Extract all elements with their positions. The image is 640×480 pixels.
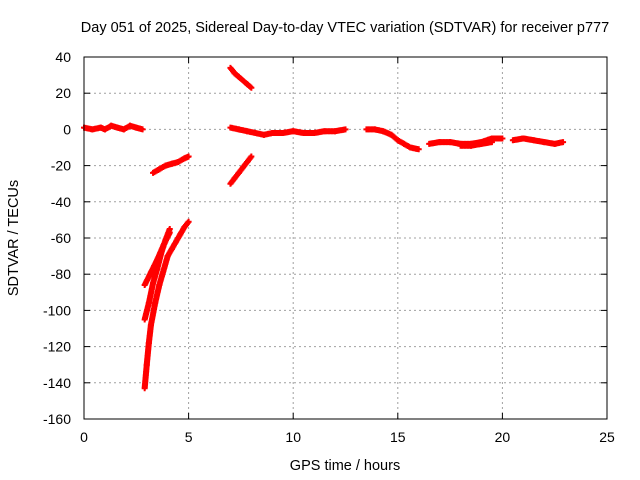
y-tick-label: -80: [51, 266, 71, 282]
data-point: [342, 126, 349, 133]
grid-layer: [84, 57, 607, 419]
y-tick-label: 20: [55, 85, 71, 101]
y-tick-label: -40: [51, 194, 71, 210]
x-tick-label: 25: [599, 429, 615, 445]
data-point: [185, 153, 192, 160]
data-point: [248, 84, 255, 91]
x-tick-label: 0: [80, 429, 88, 445]
series-seg-5: [227, 64, 255, 91]
chart-title: Day 051 of 2025, Sidereal Day-to-day VTE…: [81, 20, 609, 36]
series-seg-8: [363, 126, 422, 153]
series-seg-4: [141, 229, 173, 289]
data-point: [139, 126, 146, 133]
plot-frame: [83, 56, 608, 420]
x-tick-label: 20: [495, 429, 511, 445]
series-seg-2: [141, 218, 192, 392]
y-tick-label: -120: [43, 339, 71, 355]
data-point: [488, 139, 495, 146]
y-tick-label: 0: [63, 121, 71, 137]
data-point: [166, 229, 173, 236]
y-tick-label: -160: [43, 411, 71, 427]
data-layer: [81, 64, 567, 392]
series-seg-10: [457, 139, 495, 149]
y-axis-title: SDTVAR / TECUs: [6, 180, 22, 296]
data-point: [415, 146, 422, 153]
series-seg-1: [150, 153, 192, 176]
data-point: [185, 218, 192, 225]
tick-label-layer: 0 5 10 15 20 25 40 20 0 -20 -40 -60 -80 -100 -120 -140 -…: [43, 49, 615, 445]
x-axis-title: GPS time / hours: [290, 458, 400, 474]
series-seg-11: [509, 135, 567, 147]
y-tick-label: -60: [51, 230, 71, 246]
x-tick-label: 5: [185, 429, 193, 445]
y-tick-label: -100: [43, 302, 71, 318]
y-tick-label: -20: [51, 158, 71, 174]
x-tick-label: 15: [390, 429, 406, 445]
data-point: [248, 153, 255, 160]
x-tick-label: 10: [285, 429, 301, 445]
data-point: [499, 135, 506, 142]
series-seg-7: [227, 124, 349, 138]
data-point: [560, 139, 567, 146]
y-tick-label: 40: [55, 49, 71, 65]
y-tick-label: -140: [43, 375, 71, 391]
series-seg-6: [227, 153, 255, 187]
series-seg-0: [81, 122, 146, 133]
